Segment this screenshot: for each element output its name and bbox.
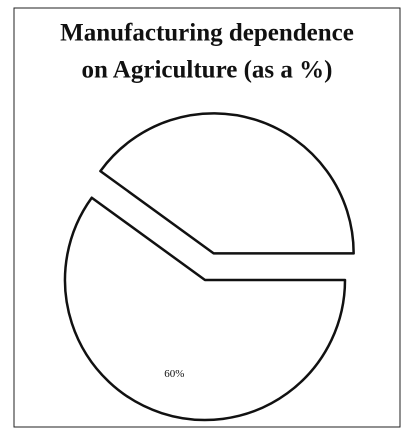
data-label: 60%: [164, 368, 184, 380]
frame: [13, 7, 401, 428]
chart-title: on Agriculture (as a %): [82, 57, 333, 84]
pie-slice: [63, 196, 347, 422]
chart-title: Manufacturing dependence: [60, 20, 354, 47]
pie-slice: [99, 112, 355, 255]
